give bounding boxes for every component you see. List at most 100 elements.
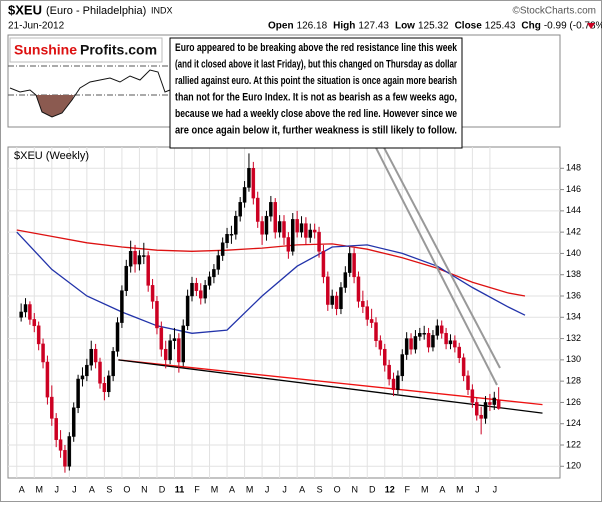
y-tick-label: 148 bbox=[566, 163, 581, 173]
y-tick-label: 142 bbox=[566, 227, 581, 237]
annotation-box bbox=[169, 37, 463, 149]
candle-body bbox=[146, 255, 150, 286]
candle-body bbox=[444, 333, 448, 345]
x-tick-label: A bbox=[439, 484, 445, 494]
candle-body bbox=[383, 348, 387, 366]
x-tick-label: O bbox=[334, 484, 341, 494]
candle-body bbox=[216, 255, 221, 270]
candle-body bbox=[255, 197, 260, 222]
x-tick-label: N bbox=[351, 484, 358, 494]
candle-body bbox=[330, 295, 334, 305]
y-tick-label: 140 bbox=[566, 248, 581, 258]
candle-body bbox=[89, 348, 93, 366]
candle-body bbox=[128, 251, 133, 267]
x-tick-label: S bbox=[106, 484, 112, 494]
candle-body bbox=[312, 229, 317, 233]
candle-body bbox=[496, 400, 501, 409]
candle-body bbox=[32, 319, 37, 327]
candle-body bbox=[142, 255, 146, 257]
candle-body bbox=[111, 351, 115, 377]
x-tick-label: A bbox=[299, 484, 305, 494]
candle-body bbox=[400, 354, 405, 377]
candle-body bbox=[177, 338, 181, 363]
candle-body bbox=[194, 282, 199, 291]
candle-body bbox=[229, 234, 234, 236]
y-tick-label: 144 bbox=[566, 205, 581, 215]
candle-body bbox=[120, 290, 124, 323]
x-tick-label: D bbox=[369, 484, 376, 494]
y-tick-label: 138 bbox=[566, 269, 581, 279]
x-tick-label: M bbox=[246, 484, 254, 494]
y-tick-label: 122 bbox=[566, 439, 581, 449]
candle-body bbox=[98, 361, 102, 384]
candle-body bbox=[71, 407, 76, 437]
panel-label: $XEU (Weekly) bbox=[14, 150, 89, 162]
candle-body bbox=[387, 364, 391, 380]
candle-body bbox=[448, 340, 453, 345]
logo-box bbox=[9, 37, 163, 63]
moving-average bbox=[16, 229, 526, 297]
candle-body bbox=[203, 285, 207, 299]
x-tick-label: 12 bbox=[385, 484, 395, 494]
y-tick-label: 130 bbox=[566, 354, 581, 364]
trend-line bbox=[118, 359, 543, 414]
x-tick-label: N bbox=[141, 484, 148, 494]
quote-value: 125.43 bbox=[485, 21, 516, 32]
down-arrow bbox=[587, 23, 595, 29]
candle-body bbox=[356, 276, 361, 302]
candle-body bbox=[439, 325, 444, 334]
candle-body bbox=[150, 285, 155, 302]
candle-body bbox=[185, 295, 190, 327]
annotation-line: rallied against euro. At this point the … bbox=[175, 75, 457, 87]
candle-body bbox=[431, 335, 435, 348]
candle-body bbox=[418, 333, 422, 337]
quote-value: 127.43 bbox=[358, 21, 389, 32]
candle-body bbox=[466, 375, 470, 390]
candle-body bbox=[23, 304, 28, 313]
candle-body bbox=[374, 322, 378, 341]
quote: Open 126.18 High 127.43 Low 125.32 Close 125.43… bbox=[268, 21, 602, 32]
candle-body bbox=[133, 251, 137, 265]
annotation-line: (and it closed above it last Friday), bu… bbox=[175, 58, 458, 70]
indicator-area bbox=[36, 95, 74, 117]
candle-body bbox=[251, 168, 256, 199]
candle-body bbox=[317, 231, 321, 252]
annotation-line: are once again below it, further weaknes… bbox=[175, 124, 457, 136]
candle-body bbox=[238, 202, 242, 217]
candle-body bbox=[172, 338, 177, 341]
candle-body bbox=[264, 215, 269, 235]
y-tick-label: 126 bbox=[566, 397, 581, 407]
candle-body bbox=[291, 219, 295, 252]
candle-body bbox=[124, 265, 129, 291]
candle-body bbox=[50, 396, 54, 419]
x-tick-label: J bbox=[72, 484, 77, 494]
candle-body bbox=[220, 242, 225, 256]
candle-body bbox=[260, 221, 264, 235]
x-tick-label: A bbox=[229, 484, 235, 494]
candle-body bbox=[277, 221, 282, 233]
candle-body bbox=[457, 346, 461, 358]
candle-body bbox=[242, 187, 247, 203]
candle-body bbox=[483, 402, 488, 419]
candle-body bbox=[137, 255, 142, 265]
candle-body bbox=[391, 378, 396, 390]
candle-body bbox=[58, 439, 63, 451]
candle-body bbox=[159, 327, 164, 350]
x-tick-label: M bbox=[421, 484, 429, 494]
price-panel bbox=[7, 146, 561, 479]
date: 21-Jun-2012 bbox=[8, 21, 65, 32]
annotation-line: Euro appeared to be breaking above the r… bbox=[175, 42, 458, 54]
candle-body bbox=[247, 168, 251, 188]
annotation-line: because we had a weekly close above the … bbox=[175, 108, 457, 120]
quote-label: Close bbox=[455, 21, 483, 32]
candle-body bbox=[343, 272, 348, 288]
candle-body bbox=[409, 338, 413, 350]
candle-body bbox=[435, 325, 440, 336]
quote-value: 126.18 bbox=[297, 21, 328, 32]
candle-body bbox=[36, 325, 41, 345]
candle-body bbox=[41, 343, 45, 363]
candle-body bbox=[369, 319, 374, 323]
candle-body bbox=[361, 301, 365, 307]
candle-body bbox=[115, 322, 120, 352]
